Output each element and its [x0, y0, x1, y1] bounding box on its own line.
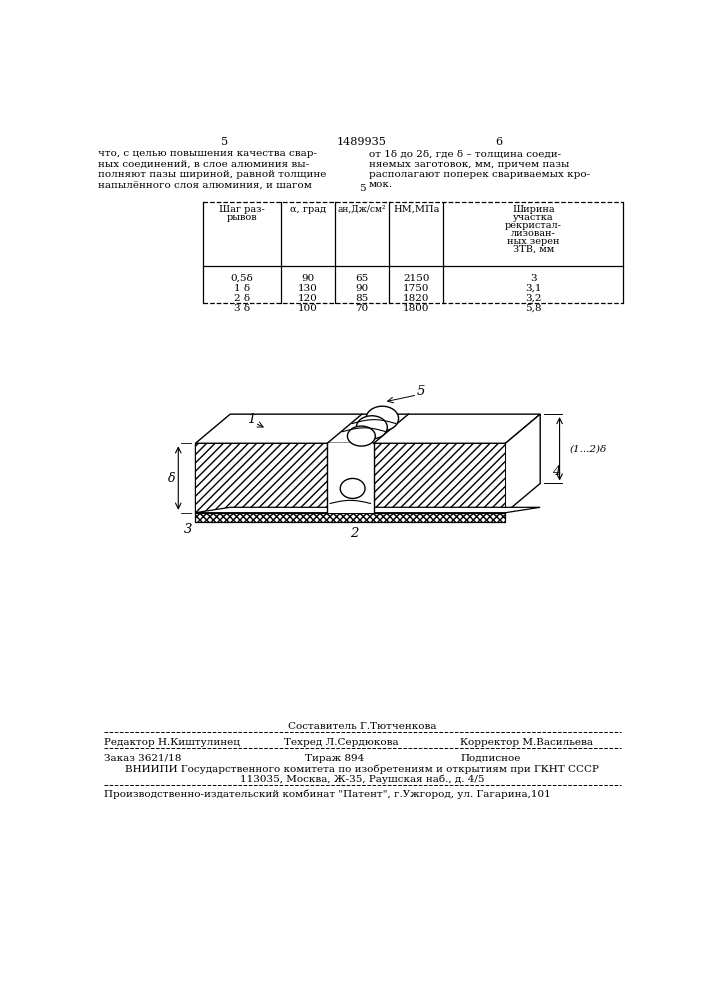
- Polygon shape: [506, 414, 540, 513]
- Text: ан,Дж/см²: ан,Дж/см²: [338, 205, 386, 214]
- Polygon shape: [195, 443, 506, 513]
- Text: рывов: рывов: [226, 213, 257, 222]
- Text: рекристал-: рекристал-: [505, 221, 561, 230]
- Polygon shape: [195, 443, 327, 513]
- Text: 5,8: 5,8: [525, 304, 542, 313]
- Text: мок.: мок.: [369, 180, 393, 189]
- Text: Корректор М.Васильева: Корректор М.Васильева: [460, 738, 593, 747]
- Text: участка: участка: [513, 213, 554, 222]
- Text: 90: 90: [356, 284, 368, 293]
- Text: α, град: α, град: [290, 205, 326, 214]
- Text: располагают поперек свариваемых кро-: располагают поперек свариваемых кро-: [369, 170, 590, 179]
- Text: 2 δ: 2 δ: [234, 294, 250, 303]
- Text: няемых заготовок, мм, причем пазы: няемых заготовок, мм, причем пазы: [369, 160, 569, 169]
- Text: полняют пазы шириной, равной толщине: полняют пазы шириной, равной толщине: [98, 170, 326, 179]
- Text: δ: δ: [168, 472, 176, 485]
- Text: 3,1: 3,1: [525, 284, 542, 293]
- Text: Составитель Г.Тютченкова: Составитель Г.Тютченкова: [288, 722, 436, 731]
- Text: Тираж 894: Тираж 894: [305, 754, 365, 763]
- Text: 90: 90: [301, 274, 315, 283]
- Text: (1...2)δ: (1...2)δ: [570, 444, 607, 453]
- Text: 65: 65: [356, 274, 368, 283]
- Polygon shape: [195, 507, 540, 513]
- Text: лизован-: лизован-: [511, 229, 556, 238]
- Text: Ширина: Ширина: [512, 205, 554, 214]
- Text: ЗТВ, мм: ЗТВ, мм: [513, 245, 554, 254]
- Polygon shape: [195, 414, 540, 443]
- Text: 2: 2: [350, 527, 358, 540]
- Text: 85: 85: [356, 294, 368, 303]
- Text: 4: 4: [552, 465, 560, 478]
- Text: 1489935: 1489935: [337, 137, 387, 147]
- Text: Шаг раз-: Шаг раз-: [219, 205, 264, 214]
- Text: 1750: 1750: [403, 284, 429, 293]
- Text: 113035, Москва, Ж-35, Раушская наб., д. 4/5: 113035, Москва, Ж-35, Раушская наб., д. …: [240, 774, 484, 784]
- Text: Техред Л.Сердюкова: Техред Л.Сердюкова: [284, 738, 399, 747]
- Text: 1 δ: 1 δ: [234, 284, 250, 293]
- Ellipse shape: [356, 416, 387, 439]
- Text: Подписное: Подписное: [460, 754, 521, 763]
- Ellipse shape: [340, 478, 365, 498]
- Text: Заказ 3621/18: Заказ 3621/18: [104, 754, 181, 763]
- Text: 3,2: 3,2: [525, 294, 542, 303]
- Text: 1800: 1800: [403, 304, 429, 313]
- Ellipse shape: [366, 406, 399, 431]
- Polygon shape: [195, 513, 506, 522]
- Text: 0,5δ: 0,5δ: [230, 274, 253, 283]
- Polygon shape: [327, 443, 373, 513]
- Text: 1: 1: [247, 413, 255, 426]
- Text: 70: 70: [356, 304, 368, 313]
- Text: 1820: 1820: [403, 294, 429, 303]
- Text: ВНИИПИ Государственного комитета по изобретениям и открытиям при ГКНТ СССР: ВНИИПИ Государственного комитета по изоб…: [125, 764, 599, 774]
- Ellipse shape: [347, 426, 375, 446]
- Text: 130: 130: [298, 284, 317, 293]
- Text: ных зерен: ных зерен: [507, 237, 559, 246]
- Text: 3: 3: [530, 274, 537, 283]
- Text: напылённого слоя алюминия, и шагом: напылённого слоя алюминия, и шагом: [98, 180, 312, 189]
- Text: НМ,МПа: НМ,МПа: [393, 205, 439, 214]
- Text: ных соединений, в слое алюминия вы-: ных соединений, в слое алюминия вы-: [98, 160, 309, 169]
- Text: 100: 100: [298, 304, 317, 313]
- Text: что, с целью повышения качества свар-: что, с целью повышения качества свар-: [98, 149, 317, 158]
- Text: 3 δ: 3 δ: [234, 304, 250, 313]
- Text: от 1δ до 2δ, где δ – толщина соеди-: от 1δ до 2δ, где δ – толщина соеди-: [369, 149, 561, 158]
- Text: 5: 5: [221, 137, 228, 147]
- Text: Редактор Н.Киштулинец: Редактор Н.Киштулинец: [104, 738, 240, 747]
- Text: 5: 5: [417, 385, 426, 398]
- Polygon shape: [373, 443, 506, 513]
- Text: 2150: 2150: [403, 274, 429, 283]
- Text: 120: 120: [298, 294, 317, 303]
- Text: 3: 3: [183, 523, 192, 536]
- Text: 5: 5: [358, 184, 366, 193]
- Text: 6: 6: [496, 137, 503, 147]
- Text: Производственно-издательский комбинат "Патент", г.Ужгород, ул. Гагарина,101: Производственно-издательский комбинат "П…: [104, 790, 551, 799]
